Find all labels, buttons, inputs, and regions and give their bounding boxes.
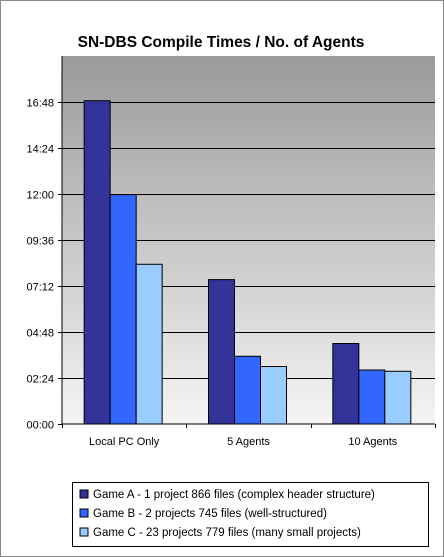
bar — [234, 355, 261, 425]
y-tick-label: 07:12 — [26, 282, 54, 294]
y-tick-label: 16:48 — [26, 98, 54, 110]
x-tick-label: 5 Agents — [227, 436, 270, 448]
x-ticks: Local PC Only 5 Agents 10 Agents — [62, 424, 436, 448]
legend-box — [72, 482, 429, 547]
legend-swatch — [79, 489, 89, 499]
legend-swatch — [79, 527, 89, 537]
y-tick-label: 14:24 — [26, 144, 54, 156]
bars — [83, 100, 412, 425]
y-tick-label: 09:36 — [26, 236, 54, 248]
chart-title: SN-DBS Compile Times / No. of Agents — [77, 34, 365, 51]
y-tick-label: 12:00 — [26, 190, 54, 202]
x-tick-label: Local PC Only — [89, 436, 160, 448]
y-tick-label: 04:48 — [26, 328, 54, 340]
bar — [384, 370, 412, 425]
legend-label: Game C - 23 projects 779 files (many sma… — [93, 527, 361, 539]
bar — [332, 343, 360, 425]
x-tick-label: 10 Agents — [348, 436, 397, 448]
legend-label: Game A - 1 project 866 files (complex he… — [93, 489, 375, 501]
y-tick-label: 02:24 — [26, 374, 54, 386]
legend-swatch — [79, 508, 89, 518]
bar — [358, 369, 386, 425]
bar — [208, 279, 235, 425]
bar — [260, 366, 287, 425]
y-tick-label: 00:00 — [26, 420, 54, 432]
legend: Game A - 1 project 866 files (complex he… — [72, 482, 429, 547]
bar — [109, 194, 137, 425]
bar — [83, 100, 111, 425]
y-ticks: 00:00 02:24 04:48 07:12 09:36 12:00 14:24 16:48 — [26, 98, 62, 432]
bar — [135, 263, 163, 425]
legend-label: Game B - 2 projects 745 files (well-stru… — [93, 508, 327, 520]
